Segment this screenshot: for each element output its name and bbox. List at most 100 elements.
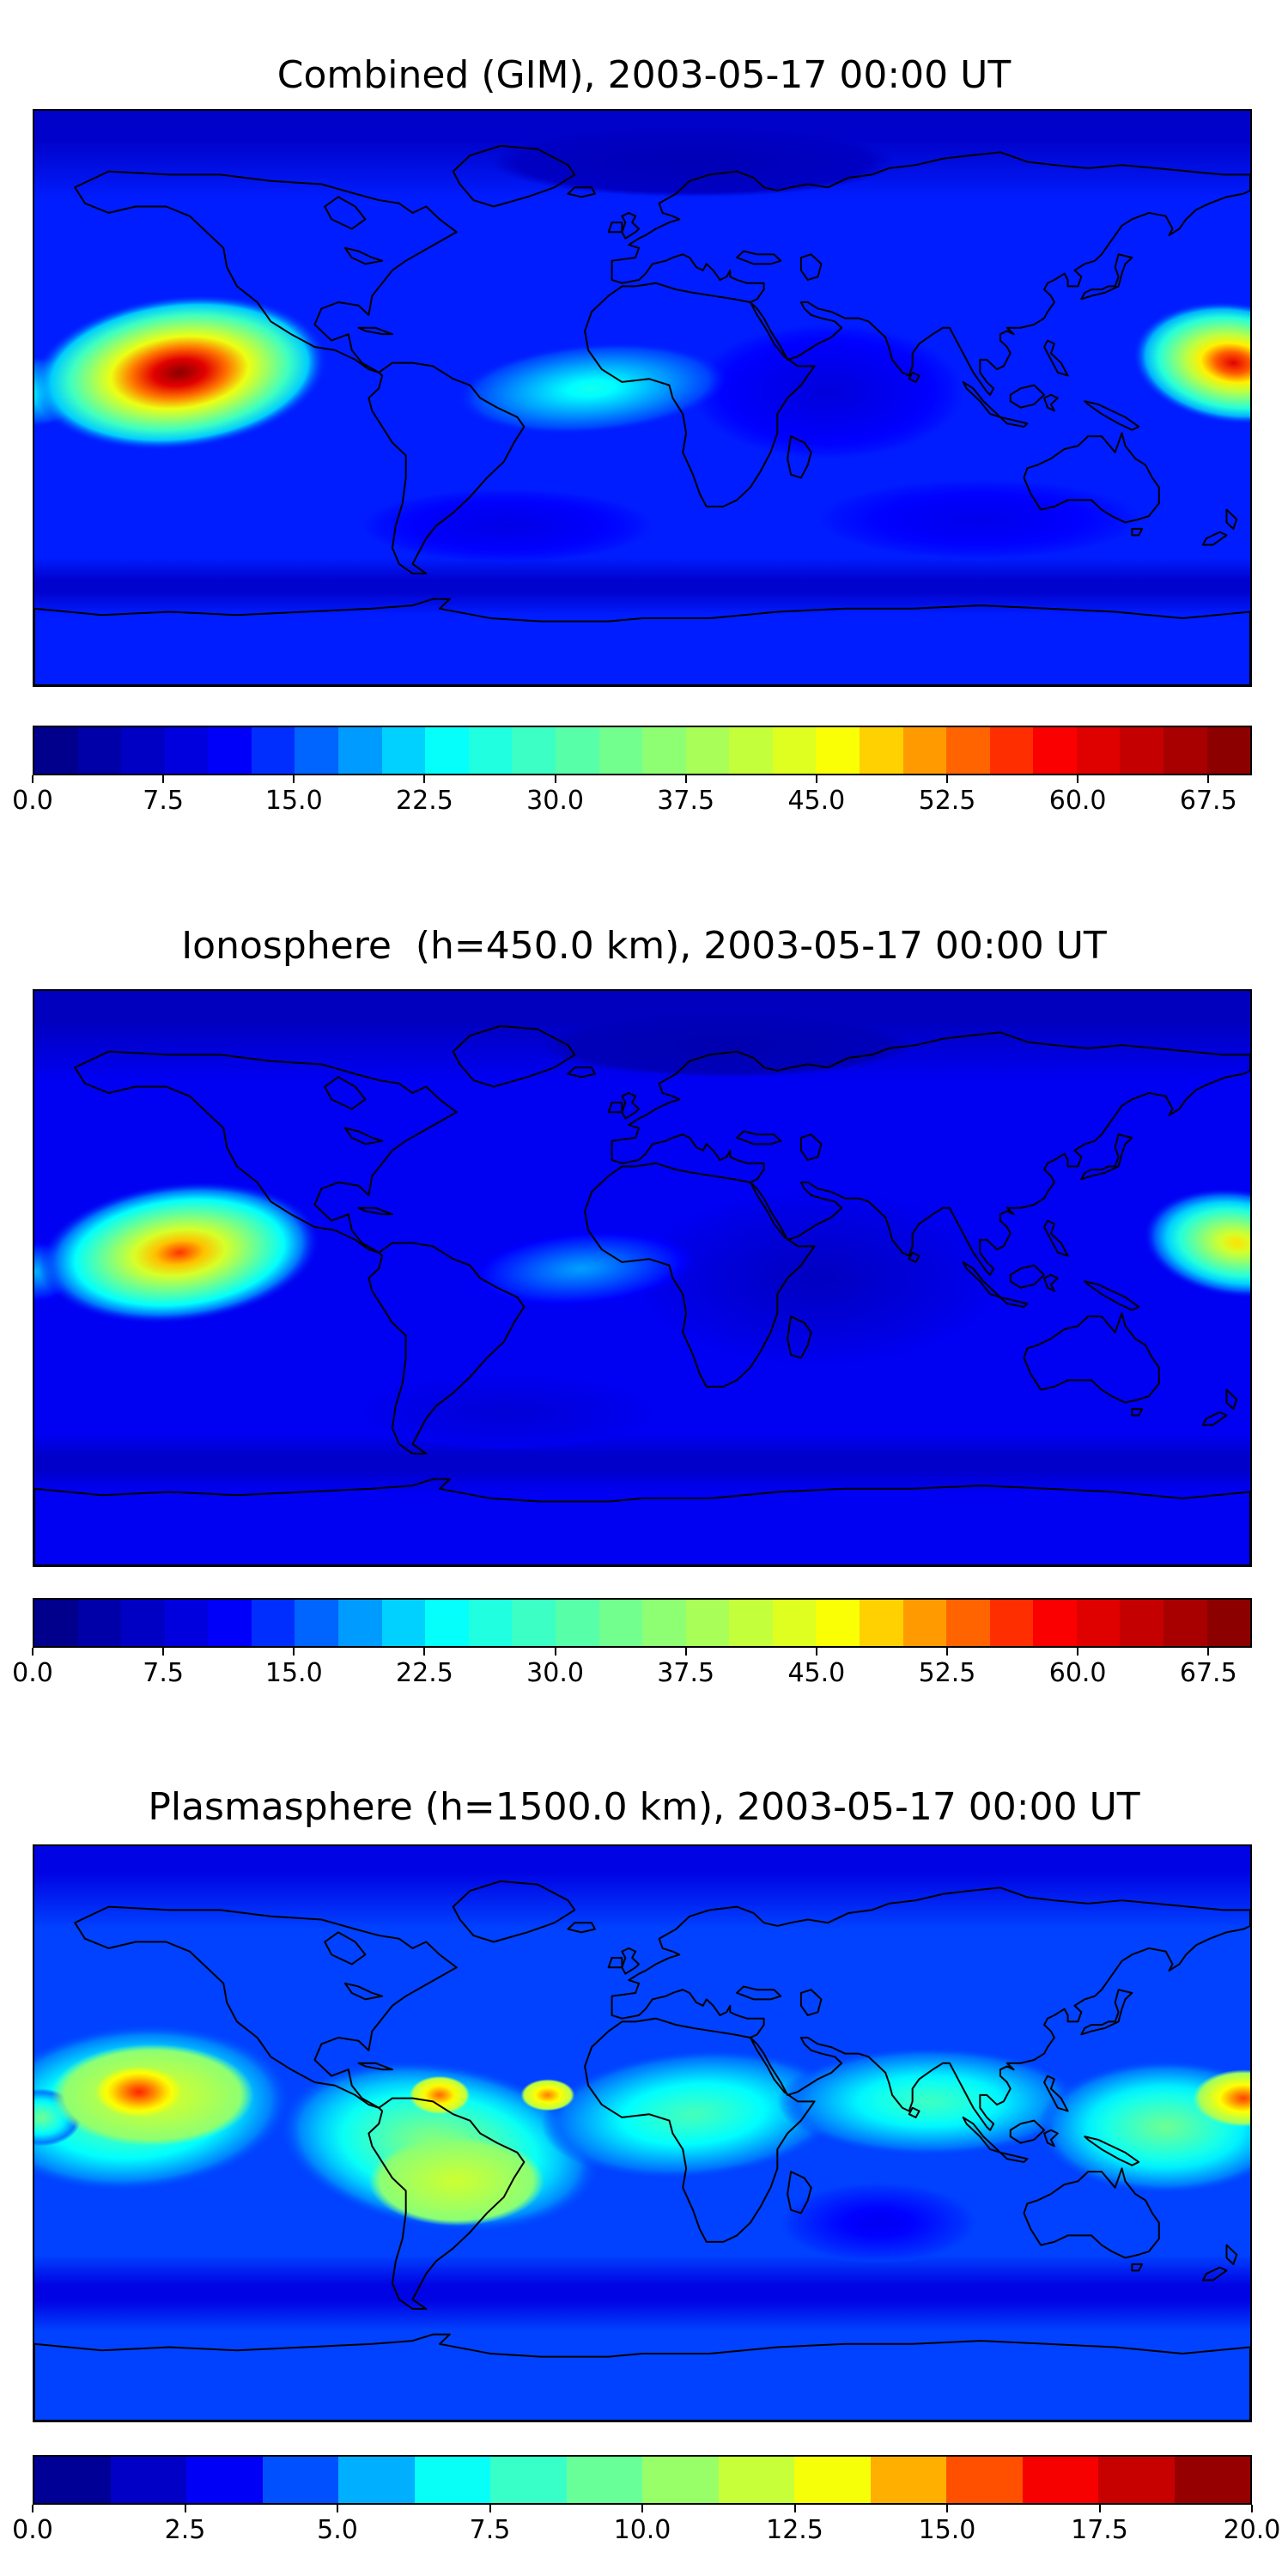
colorbar-tick-label: 52.5: [918, 1658, 976, 1688]
colorbar-tick-mark: [293, 1648, 295, 1656]
colorbar-segment: [729, 727, 773, 774]
colorbar-segment: [859, 727, 903, 774]
colorbar-ticks-plasmasphere: 0.0 2.5 5.0 7.5 10.0 12.5 15.0 17.5 20.0: [12, 2505, 1280, 2549]
coastline-path: [609, 222, 623, 232]
colorbar-segment: [208, 1600, 252, 1646]
colorbar-segment: [598, 727, 643, 774]
colorbar-tick-label: 60.0: [1048, 1658, 1107, 1688]
colorbar-segment: [490, 2457, 567, 2503]
panel-title-combined: Combined (GIM), 2003-05-17 00:00 UT: [276, 53, 1012, 97]
contour-spot: [686, 321, 970, 462]
coastline-path: [909, 2108, 920, 2117]
coastline-path: [568, 187, 594, 197]
colorbar-tick-label: 37.5: [657, 1658, 715, 1688]
colorbar-ticks-combined: 0.0 7.5 15.0 22.5 30.0 37.5 45.0 52.5 60.0 67.5: [12, 775, 1252, 820]
colorbar-tick-label: 22.5: [396, 786, 453, 816]
coastline-path: [801, 1990, 822, 2015]
colorbar-tick-mark: [793, 2505, 796, 2512]
colorbar-segment: [164, 727, 209, 774]
colorbar-segment: [1033, 1600, 1077, 1646]
coastline-path: [1024, 2168, 1158, 2257]
colorbar-segment: [34, 1600, 78, 1646]
colorbar-tick-label: 15.0: [918, 2515, 976, 2545]
colorbar-segment: [77, 727, 122, 774]
colorbar-tick-mark: [32, 2505, 33, 2512]
coastline-path: [787, 1316, 811, 1358]
colorbar-tick-mark: [554, 775, 556, 783]
colorbar-segment: [1098, 2457, 1175, 2503]
colorbar-segment: [1174, 2457, 1250, 2503]
coastline-path: [737, 1987, 781, 2000]
coastline-path: [1081, 1134, 1132, 1179]
colorbar-segment: [555, 1600, 599, 1646]
contour-band: [34, 1846, 1250, 1929]
colorbar-segment: [251, 1600, 295, 1646]
colorbar-segment: [295, 727, 339, 774]
colorbar-tick-label: 0.0: [12, 786, 53, 816]
coastline-path: [1044, 1275, 1058, 1291]
coastline-path: [1132, 2264, 1142, 2270]
colorbar-ionosphere: [33, 1598, 1252, 1648]
contour-spot: [368, 2136, 544, 2227]
colorbar-segment: [1206, 727, 1250, 774]
coastline-path: [453, 146, 575, 207]
coastline-path: [1203, 532, 1227, 545]
colorbar-segment: [34, 727, 78, 774]
colorbar-tick-mark: [184, 2505, 186, 2512]
coastline-path: [1084, 2136, 1139, 2165]
colorbar-segment: [295, 1600, 339, 1646]
contour-spot: [457, 342, 726, 434]
colorbar-tick-label: 10.0: [613, 2515, 671, 2545]
colorbar-segment: [989, 1600, 1034, 1646]
coastline-path: [1044, 2076, 1068, 2111]
colorbar-segment: [772, 727, 817, 774]
colorbar-segment: [1206, 1600, 1250, 1646]
contour-spot: [466, 1229, 696, 1309]
colorbar-segment: [1120, 727, 1164, 774]
colorbar-segment: [1163, 727, 1207, 774]
contour-spot: [94, 2066, 184, 2117]
contour-spot: [1142, 1188, 1250, 1298]
coastline-path: [568, 1067, 594, 1077]
coastline-path: [34, 2335, 1250, 2421]
coastline-path: [325, 1932, 365, 1964]
map-ionosphere: [33, 989, 1252, 1567]
colorbar-tick-label: 22.5: [396, 1658, 453, 1688]
coastline-path: [1024, 1313, 1158, 1402]
colorbar-segment: [642, 2457, 719, 2503]
colorbar-combined: [33, 726, 1252, 775]
coastline-path: [345, 1984, 382, 2000]
colorbar-segment: [468, 1600, 513, 1646]
world-map-canvas: [34, 1846, 1250, 2421]
coastline-path: [325, 1077, 365, 1109]
colorbar-segment: [121, 1600, 165, 1646]
contour-spot: [1133, 301, 1250, 425]
map-combined: [33, 109, 1252, 687]
colorbar-tick-mark: [32, 775, 33, 783]
colorbar-segment: [1120, 1600, 1164, 1646]
colorbar-segment: [729, 1600, 773, 1646]
coastline-path: [1132, 529, 1142, 535]
coastline-path: [359, 2063, 392, 2069]
colorbar-segment: [946, 727, 990, 774]
colorbar-tick-mark: [946, 2505, 948, 2512]
colorbar-segment: [338, 727, 382, 774]
colorbar-tick-label: 52.5: [918, 786, 976, 816]
coastline-path: [609, 1958, 623, 1967]
contour-spot: [490, 126, 896, 197]
coastline-path: [34, 599, 1250, 685]
coastline-path: [801, 254, 822, 280]
contour-spot: [541, 2049, 845, 2179]
colorbar-tick-label: 7.5: [143, 786, 184, 816]
colorbar-segment: [1076, 1600, 1121, 1646]
colorbar-segment: [870, 2457, 946, 2503]
colorbar-tick-mark: [946, 1648, 948, 1656]
colorbar-segment: [338, 1600, 382, 1646]
coastline-path: [585, 283, 814, 507]
colorbar-segment: [251, 727, 295, 774]
colorbar-segment: [946, 1600, 990, 1646]
coastline-path: [1000, 417, 1027, 427]
colorbar-tick-mark: [1251, 2505, 1253, 2512]
contour-spot: [777, 2181, 981, 2264]
panel-title-ionosphere: Ionosphere (h=450.0 km), 2003-05-17 00:0…: [181, 924, 1107, 968]
